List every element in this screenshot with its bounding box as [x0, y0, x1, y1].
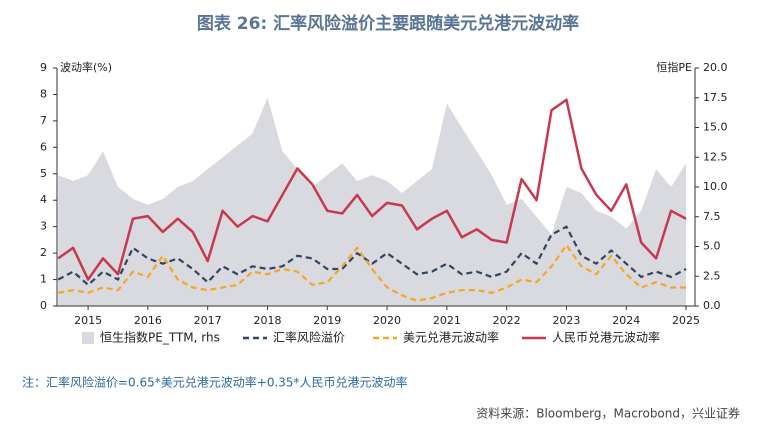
source: 资料来源：Bloomberg，Macrobond，兴业证券 [476, 406, 740, 421]
y2-tick-label: 15.0 [703, 121, 728, 134]
legend-label: 美元兑港元波动率 [403, 330, 499, 345]
y2-tick-label: 20.0 [703, 61, 728, 74]
y2-tick-label: 7.5 [703, 210, 721, 223]
note: 注：汇率风险溢价=0.65*美元兑港元波动率+0.35*人民币兑港元波动率 [22, 375, 408, 390]
y2-tick-label: 2.5 [703, 269, 721, 282]
chart-title: 图表 26: 汇率风险溢价主要跟随美元兑港元波动率 [197, 13, 579, 34]
legend-swatch [82, 332, 94, 344]
x-tick-label: 2020 [373, 314, 401, 327]
y-axis-label: 波动率(%) [60, 60, 112, 74]
y2-tick-label: 10.0 [703, 180, 728, 193]
y-tick-label: 7 [40, 114, 47, 127]
x-tick-label: 2023 [552, 314, 580, 327]
y-tick-label: 1 [40, 273, 47, 286]
x-tick-label: 2015 [74, 314, 102, 327]
y-tick-label: 6 [40, 140, 47, 153]
y2-axis-label: 恒指PE [656, 60, 692, 74]
y2-tick-label: 17.5 [703, 91, 728, 104]
x-tick-label: 2021 [433, 314, 461, 327]
x-tick-label: 2019 [313, 314, 341, 327]
series-line [57, 98, 687, 281]
series-line [58, 244, 687, 302]
legend-label: 人民币兑港元波动率 [552, 330, 660, 345]
x-tick-label: 2017 [194, 314, 222, 327]
y-tick-label: 8 [40, 87, 47, 100]
y2-tick-label: 5.0 [703, 240, 721, 253]
y-tick-label: 2 [40, 246, 47, 259]
x-tick-label: 2018 [253, 314, 281, 327]
series-line [57, 225, 687, 286]
y-tick-label: 3 [40, 220, 47, 233]
x-tick-label: 2016 [134, 314, 162, 327]
legend-label: 恒生指数PE_TTM, rhs [100, 330, 220, 345]
y2-tick-label: 12.5 [703, 150, 728, 163]
x-tick-label: 2022 [493, 314, 521, 327]
y-tick-label: 9 [40, 61, 47, 74]
y-tick-label: 4 [40, 193, 47, 206]
x-tick-label: 2025 [672, 314, 700, 327]
y-tick-label: 0 [40, 299, 47, 312]
y-tick-label: 5 [40, 167, 47, 180]
x-tick-label: 2024 [612, 314, 640, 327]
y2-tick-label: 0.0 [703, 299, 721, 312]
legend-label: 汇率风险溢价 [273, 330, 345, 345]
pe-area [58, 97, 687, 306]
